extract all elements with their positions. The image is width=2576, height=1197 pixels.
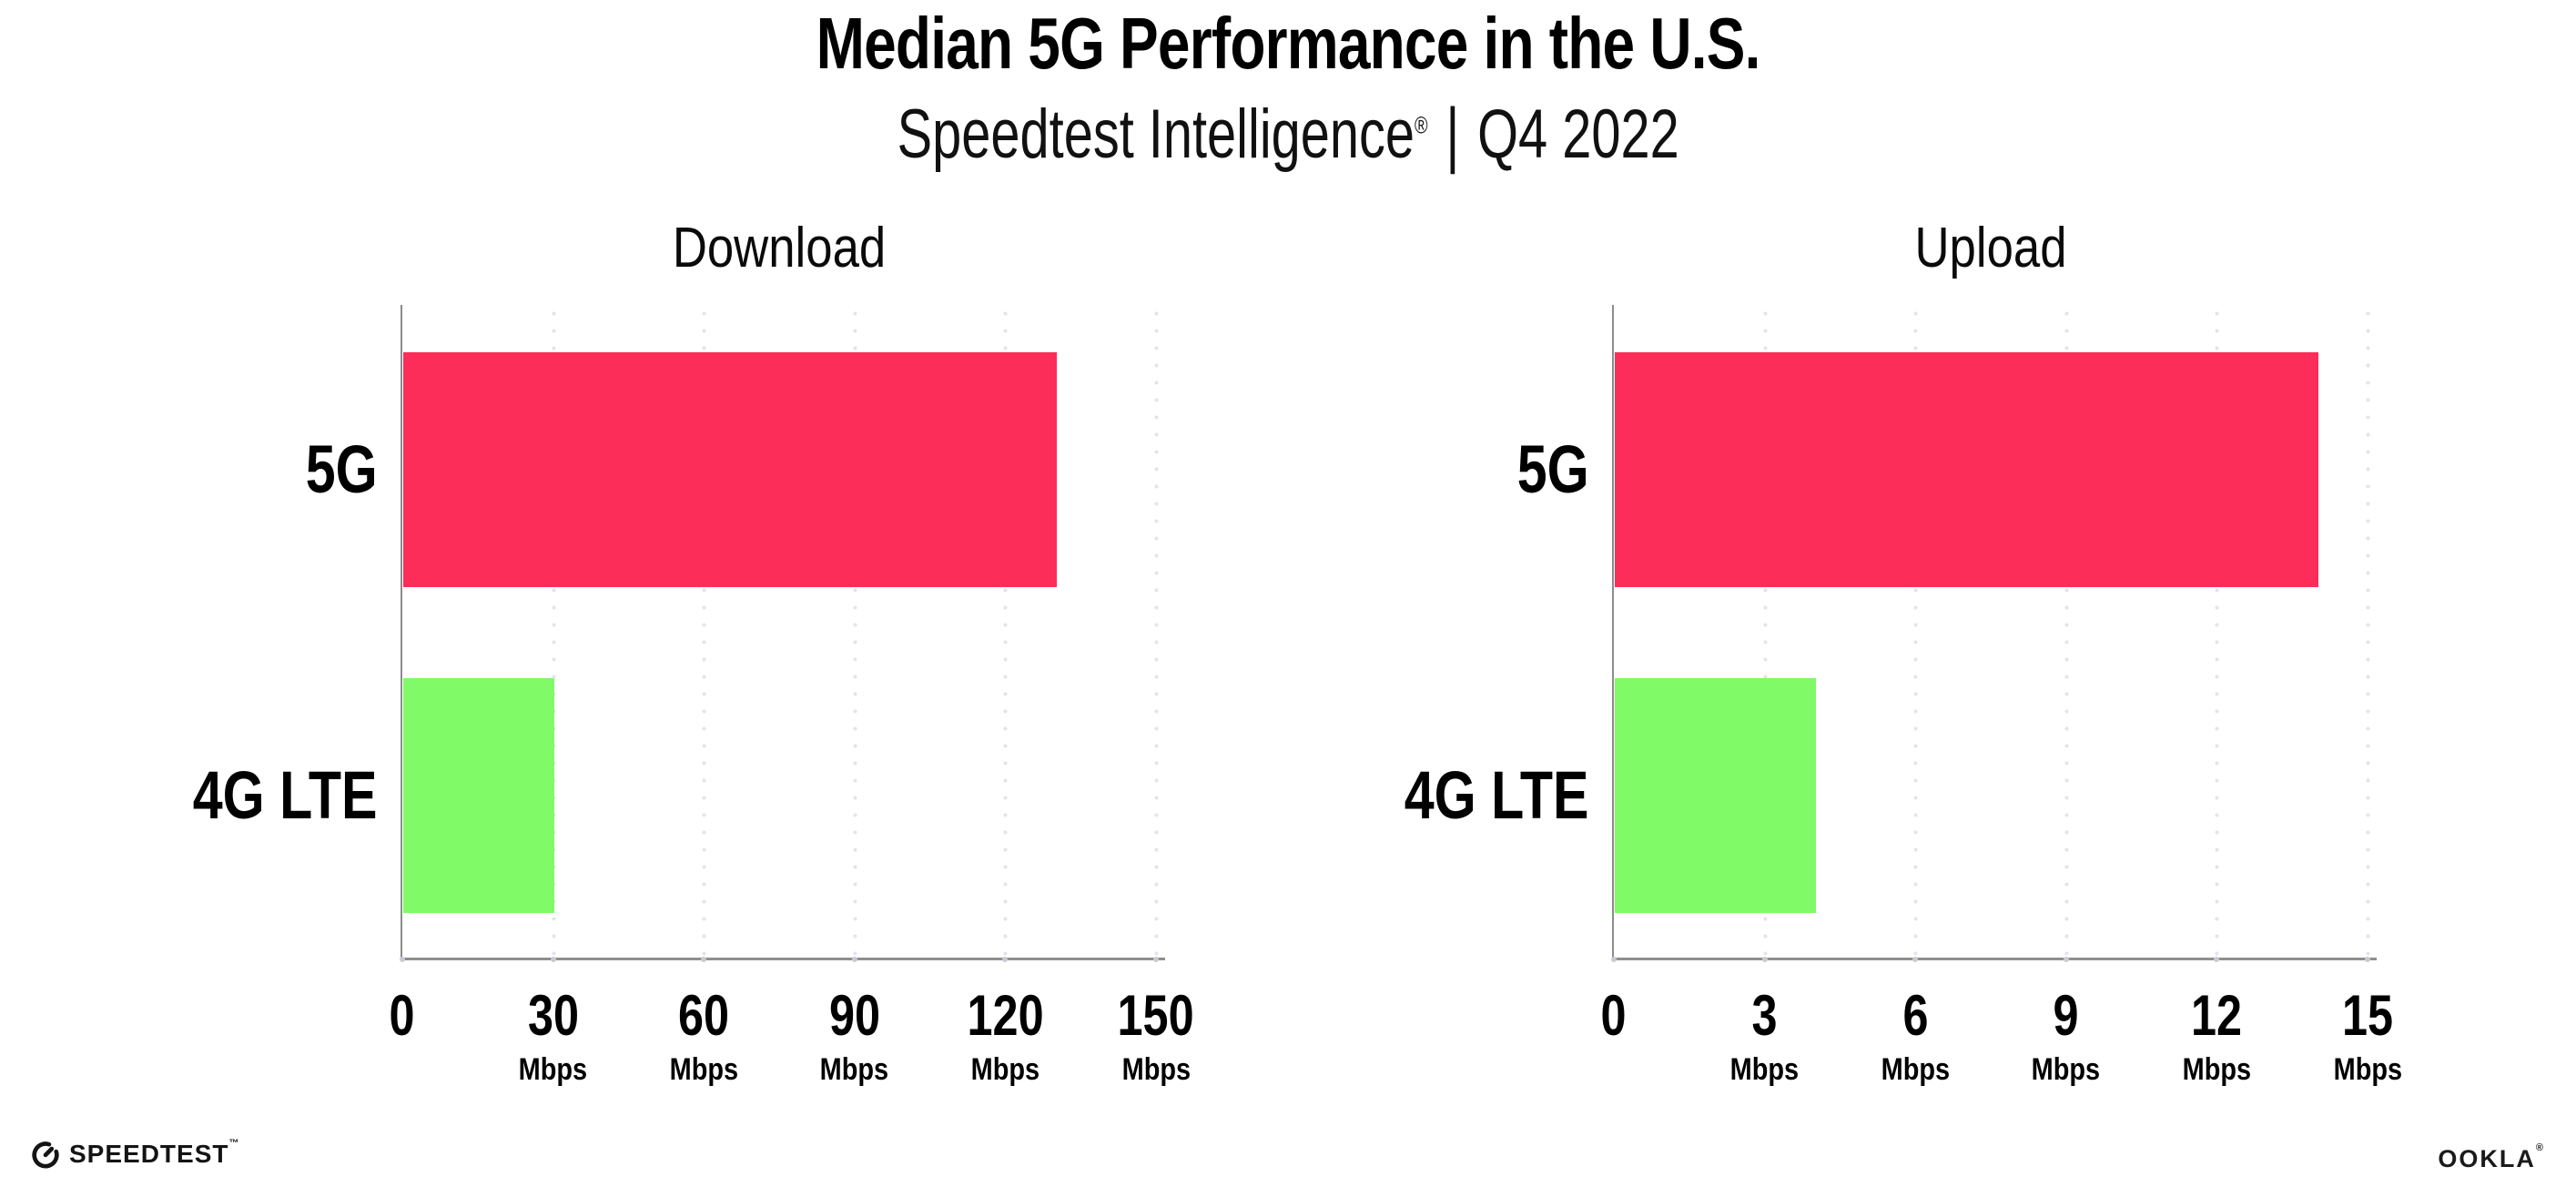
- gridline-60: [702, 305, 707, 957]
- tick-mark-3: [1761, 957, 1768, 962]
- tick-mark-6: [1912, 957, 1919, 962]
- tick-mark-0: [1611, 957, 1617, 962]
- tick-mark-150: [1153, 957, 1159, 962]
- registered-trademark-icon: ®: [1414, 111, 1428, 139]
- bar-5g: [1615, 352, 2318, 587]
- upload-chart: Upload 5G 4G LTE 0 3 Mbps 6 Mbps 9 Mbps 12 Mbps 15 Mb…: [1405, 217, 2402, 1085]
- category-label-5g: 5G: [306, 431, 378, 507]
- tick-label-0: 0: [311, 988, 493, 1045]
- tick-unit-15: Mbps: [2333, 1052, 2402, 1087]
- tick-label-3: 3 Mbps: [1674, 984, 1856, 1087]
- tick-mark-9: [2063, 957, 2069, 962]
- tick-label-150: 150 Mbps: [1065, 984, 1247, 1087]
- registered-icon: ®: [2535, 1142, 2545, 1153]
- subtitle-separator: |: [1445, 93, 1460, 176]
- gridline-30: [551, 305, 556, 957]
- tick-unit-120: Mbps: [970, 1052, 1040, 1087]
- tick-value-90: 90: [828, 984, 880, 1048]
- gridline-120: [1003, 305, 1009, 957]
- bar-4g-lte: [403, 678, 554, 913]
- ookla-label: OOKLA: [2438, 1145, 2536, 1172]
- tick-value-6: 6: [1902, 984, 1929, 1048]
- x-axis-line: [1612, 958, 2377, 960]
- ookla-logo: OOKLA®: [2438, 1142, 2545, 1173]
- tick-mark-0: [400, 957, 405, 962]
- page-subtitle-text: Speedtest Intelligence® | Q4 2022: [897, 93, 1679, 176]
- category-label-5g: 5G: [1517, 431, 1589, 507]
- tick-label-6: 6 Mbps: [1824, 984, 2006, 1087]
- tick-value-150: 150: [1117, 984, 1195, 1048]
- tick-label-30: 30 Mbps: [462, 984, 644, 1087]
- tick-mark-15: [2365, 957, 2370, 962]
- speedtest-wordmark: SPEEDTEST™: [69, 1138, 240, 1169]
- tick-label-9: 9 Mbps: [1975, 984, 2157, 1087]
- tick-value-30: 30: [527, 984, 579, 1048]
- tick-value-60: 60: [678, 984, 730, 1048]
- y-axis-line: [401, 305, 402, 959]
- tick-mark-120: [1002, 957, 1009, 962]
- chart-title-upload: Upload: [1914, 217, 2067, 279]
- page-title-text: Median 5G Performance in the U.S.: [816, 3, 1761, 84]
- gridline-15: [2366, 305, 2370, 957]
- tick-value-12: 12: [2191, 984, 2243, 1048]
- ookla-wordmark: OOKLA®: [2438, 1142, 2545, 1172]
- tick-mark-60: [701, 957, 707, 962]
- gridline-9: [2064, 305, 2069, 957]
- tick-unit-150: Mbps: [1121, 1052, 1191, 1087]
- tick-value-3: 3: [1751, 984, 1778, 1048]
- tick-unit-30: Mbps: [518, 1052, 588, 1087]
- chart-title-download: Download: [672, 217, 887, 279]
- tick-label-0: 0: [1523, 988, 1705, 1045]
- trademark-icon: ™: [228, 1138, 240, 1149]
- tick-value-0: 0: [389, 984, 416, 1048]
- subtitle-brand: Speedtest Intelligence: [897, 96, 1415, 173]
- tick-unit-90: Mbps: [820, 1052, 889, 1087]
- tick-unit-60: Mbps: [669, 1052, 738, 1087]
- download-chart: Download 5G 4G LTE 0 30 Mbps 60 Mbps 90 Mbps 120 Mb…: [193, 217, 1194, 1085]
- gridline-150: [1154, 305, 1159, 957]
- tick-value-0: 0: [1600, 984, 1628, 1048]
- bar-5g: [403, 352, 1057, 587]
- tick-value-120: 120: [967, 984, 1044, 1048]
- subtitle-period: Q4 2022: [1476, 96, 1679, 173]
- bar-4g-lte: [1615, 678, 1816, 913]
- speedtest-gauge-icon: [32, 1141, 59, 1169]
- x-axis-line: [401, 958, 1165, 960]
- page-title: Median 5G Performance in the U.S.: [0, 2, 2576, 86]
- speedtest-logo: SPEEDTEST™: [30, 1138, 240, 1170]
- y-axis-line: [1612, 305, 1614, 959]
- gridline-12: [2215, 305, 2220, 957]
- tick-unit-12: Mbps: [2182, 1052, 2252, 1087]
- tick-label-12: 12 Mbps: [2125, 984, 2307, 1087]
- speedtest-label: SPEEDTEST: [69, 1140, 229, 1168]
- tick-value-15: 15: [2341, 984, 2394, 1048]
- tick-unit-6: Mbps: [1881, 1052, 1950, 1087]
- tick-mark-90: [851, 957, 857, 962]
- category-label-4g-lte: 4G LTE: [193, 757, 378, 833]
- tick-value-9: 9: [2053, 984, 2079, 1048]
- tick-unit-9: Mbps: [2032, 1052, 2101, 1087]
- tick-unit-3: Mbps: [1729, 1052, 1800, 1087]
- gridline-90: [852, 305, 857, 957]
- tick-label-15: 15 Mbps: [2277, 984, 2459, 1087]
- gridline-6: [1913, 305, 1919, 957]
- tick-mark-12: [2214, 957, 2220, 962]
- tick-mark-30: [550, 957, 556, 962]
- tick-label-120: 120 Mbps: [914, 984, 1096, 1087]
- page-subtitle: Speedtest Intelligence® | Q4 2022: [0, 93, 2576, 176]
- tick-label-60: 60 Mbps: [613, 984, 795, 1087]
- gridline-3: [1762, 305, 1768, 957]
- category-label-4g-lte: 4G LTE: [1405, 757, 1589, 833]
- tick-label-90: 90 Mbps: [764, 984, 946, 1087]
